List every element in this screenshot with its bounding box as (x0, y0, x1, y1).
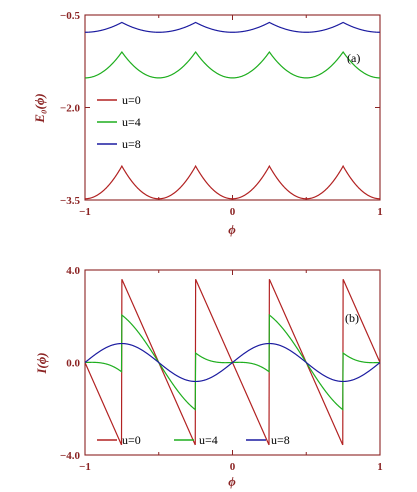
x-tick-label: −1 (79, 206, 91, 218)
panel-a-legend: u=0 u=4 u=8 (97, 93, 141, 151)
legend-label: u=8 (122, 137, 141, 151)
panel-b-legend: u=0 u=4 u=8 (97, 433, 290, 447)
panel-b-xlabel: ϕ (228, 474, 236, 489)
panel-a-tag: (a) (347, 51, 360, 65)
legend-item: u=0 (97, 93, 141, 107)
panel-b-ticks: −1 0 1 −4.0 0.0 4.0 (60, 265, 383, 473)
series-line-u-8 (85, 21, 380, 33)
legend-label: u=8 (271, 433, 290, 447)
x-tick-label: 0 (230, 206, 236, 218)
panel-a-frame (84, 14, 381, 201)
legend-label: u=0 (122, 433, 141, 447)
legend-item: u=4 (174, 433, 218, 447)
y-tick-label: −2.0 (60, 103, 81, 115)
panel-a-xlabel: ϕ (228, 222, 236, 237)
legend-item: u=8 (97, 137, 141, 151)
x-tick-label: −1 (79, 461, 91, 473)
panel-a-ylabel: E₀(ϕ) (32, 93, 47, 123)
y-tick-label: −0.5 (60, 10, 81, 22)
series-line-u-8 (84, 342, 381, 383)
panel-b-ylabel: I(ϕ) (34, 352, 49, 374)
legend-item: u=4 (97, 115, 141, 129)
series-line-u-0 (84, 164, 381, 200)
legend-item: u=0 (97, 433, 141, 447)
legend-item: u=8 (246, 433, 290, 447)
series-line-u-4 (85, 50, 380, 79)
panel-a-curves (84, 21, 381, 200)
x-tick-label: 1 (377, 206, 383, 218)
y-tick-label: 4.0 (66, 265, 80, 277)
x-tick-label: 1 (377, 461, 383, 473)
y-tick-label: −4.0 (60, 450, 81, 462)
legend-label: u=4 (122, 115, 141, 129)
y-tick-label: 0.0 (66, 358, 80, 370)
legend-label: u=4 (199, 433, 218, 447)
panel-b-tag: (b) (345, 311, 359, 325)
panel-a-ticks: −1 0 1 −3.5 −2.0 −0.5 (60, 10, 383, 218)
panel-b: −1 0 1 −4.0 0.0 4.0 (b) ϕ I(ϕ) u=0 u=4 u=8 (34, 265, 383, 489)
panel-b-curves (84, 279, 381, 446)
y-tick-label: −3.5 (60, 195, 81, 207)
panel-a: −1 0 1 −3.5 −2.0 −0.5 (a) ϕ E₀(ϕ) u=0 u=4 u=8 (32, 10, 383, 237)
legend-label: u=0 (122, 93, 141, 107)
x-tick-label: 0 (230, 461, 236, 473)
